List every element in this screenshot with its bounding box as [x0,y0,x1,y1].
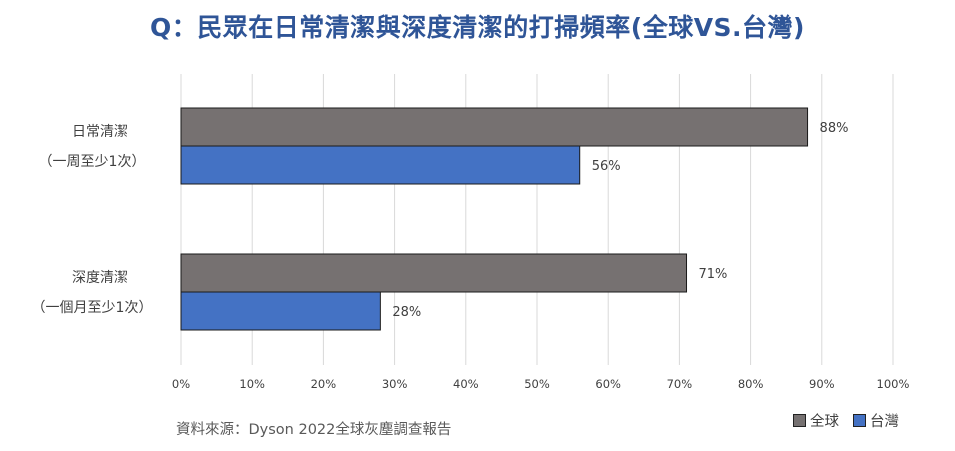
legend: 全球 台灣 [779,410,899,431]
category-label: 日常清潔 [72,124,128,140]
x-tick-label: 10% [239,377,265,391]
bar-global [180,253,688,293]
legend-label-taiwan: 台灣 [870,414,899,430]
legend-swatch-global [793,414,806,427]
legend-label-global: 全球 [810,414,839,430]
x-tick-label: 60% [595,377,621,391]
x-tick-label: 40% [453,377,479,391]
legend-swatch-taiwan [853,414,866,427]
category-sublabel: （一個月至少1次） [32,300,153,316]
legend-item-global: 全球 [793,410,839,431]
data-label: 56% [592,159,621,174]
data-label: 28% [392,305,421,320]
legend-item-taiwan: 台灣 [853,410,899,431]
x-tick-label: 70% [667,377,693,391]
data-label: 88% [820,121,849,136]
x-tick-label: 20% [311,377,337,391]
x-tick-label: 90% [809,377,835,391]
data-label: 71% [699,267,728,282]
x-tick-label: 0% [172,377,190,391]
bar-global [180,107,809,147]
category-label: 深度清潔 [72,270,128,286]
category-sublabel: （一周至少1次） [39,154,146,170]
chart-title: Q：民眾在日常清潔與深度清潔的打掃頻率(全球VS.台灣) [150,13,805,42]
x-tick-label: 30% [382,377,408,391]
x-tick-label: 80% [738,377,764,391]
bar-taiwan [180,291,381,331]
x-tick-label: 100% [877,377,910,391]
bar-taiwan [180,145,581,185]
x-tick-label: 50% [524,377,550,391]
source-note: 資料來源：Dyson 2022全球灰塵調查報告 [176,422,452,438]
